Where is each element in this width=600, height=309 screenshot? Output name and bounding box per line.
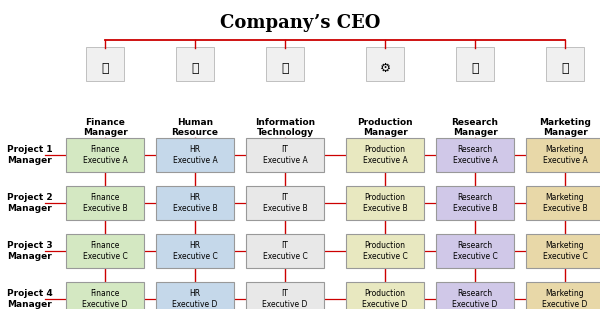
FancyBboxPatch shape bbox=[526, 138, 600, 172]
Text: Marketing
Executive A: Marketing Executive A bbox=[542, 145, 587, 165]
Text: Marketing
Executive C: Marketing Executive C bbox=[542, 241, 587, 261]
Text: Project 4
Manager: Project 4 Manager bbox=[7, 289, 53, 309]
FancyBboxPatch shape bbox=[156, 234, 234, 268]
FancyBboxPatch shape bbox=[546, 47, 584, 81]
FancyBboxPatch shape bbox=[346, 186, 424, 220]
FancyBboxPatch shape bbox=[156, 138, 234, 172]
FancyBboxPatch shape bbox=[346, 138, 424, 172]
Text: HR
Executive C: HR Executive C bbox=[173, 241, 217, 261]
Text: Company’s CEO: Company’s CEO bbox=[220, 14, 380, 32]
Text: IT
Executive A: IT Executive A bbox=[263, 145, 307, 165]
Text: 💰: 💰 bbox=[101, 61, 109, 74]
FancyBboxPatch shape bbox=[526, 186, 600, 220]
Text: Finance
Executive B: Finance Executive B bbox=[83, 193, 127, 213]
Text: IT
Executive C: IT Executive C bbox=[263, 241, 307, 261]
FancyBboxPatch shape bbox=[156, 186, 234, 220]
FancyBboxPatch shape bbox=[66, 282, 144, 309]
Text: HR
Executive D: HR Executive D bbox=[172, 289, 218, 309]
FancyBboxPatch shape bbox=[86, 47, 124, 81]
Text: Production
Executive B: Production Executive B bbox=[362, 193, 407, 213]
Text: Project 2
Manager: Project 2 Manager bbox=[7, 193, 53, 213]
Text: Production
Manager: Production Manager bbox=[357, 118, 413, 138]
FancyBboxPatch shape bbox=[526, 234, 600, 268]
FancyBboxPatch shape bbox=[66, 234, 144, 268]
Text: 📣: 📣 bbox=[561, 61, 569, 74]
Text: 🔬: 🔬 bbox=[471, 61, 479, 74]
Text: Marketing
Executive B: Marketing Executive B bbox=[542, 193, 587, 213]
Text: Project 1
Manager: Project 1 Manager bbox=[7, 145, 53, 165]
FancyBboxPatch shape bbox=[246, 234, 324, 268]
FancyBboxPatch shape bbox=[436, 234, 514, 268]
Text: 👥: 👥 bbox=[191, 61, 199, 74]
FancyBboxPatch shape bbox=[436, 282, 514, 309]
Text: HR
Executive A: HR Executive A bbox=[173, 145, 217, 165]
FancyBboxPatch shape bbox=[246, 282, 324, 309]
Text: Project 3
Manager: Project 3 Manager bbox=[7, 241, 53, 261]
FancyBboxPatch shape bbox=[436, 138, 514, 172]
Text: ⚙: ⚙ bbox=[379, 61, 391, 74]
FancyBboxPatch shape bbox=[456, 47, 494, 81]
Text: Finance
Executive D: Finance Executive D bbox=[82, 289, 128, 309]
Text: Production
Executive C: Production Executive C bbox=[362, 241, 407, 261]
Text: Research
Executive A: Research Executive A bbox=[452, 145, 497, 165]
FancyBboxPatch shape bbox=[66, 186, 144, 220]
Text: Finance
Executive A: Finance Executive A bbox=[83, 145, 127, 165]
Text: Research
Executive D: Research Executive D bbox=[452, 289, 497, 309]
FancyBboxPatch shape bbox=[246, 186, 324, 220]
Text: Research
Manager: Research Manager bbox=[452, 118, 499, 138]
Text: HR
Executive B: HR Executive B bbox=[173, 193, 217, 213]
Text: Marketing
Manager: Marketing Manager bbox=[539, 118, 591, 138]
Text: Information
Technology
Manager: Information Technology Manager bbox=[255, 118, 315, 148]
Text: Finance
Manager: Finance Manager bbox=[83, 118, 127, 138]
FancyBboxPatch shape bbox=[526, 282, 600, 309]
FancyBboxPatch shape bbox=[366, 47, 404, 81]
Text: IT
Executive B: IT Executive B bbox=[263, 193, 307, 213]
Text: Marketing
Executive D: Marketing Executive D bbox=[542, 289, 587, 309]
FancyBboxPatch shape bbox=[66, 138, 144, 172]
FancyBboxPatch shape bbox=[246, 138, 324, 172]
FancyBboxPatch shape bbox=[266, 47, 304, 81]
Text: Finance
Executive C: Finance Executive C bbox=[83, 241, 127, 261]
FancyBboxPatch shape bbox=[346, 282, 424, 309]
FancyBboxPatch shape bbox=[156, 282, 234, 309]
FancyBboxPatch shape bbox=[176, 47, 214, 81]
FancyBboxPatch shape bbox=[436, 186, 514, 220]
Text: Production
Executive D: Production Executive D bbox=[362, 289, 407, 309]
Text: IT
Executive D: IT Executive D bbox=[262, 289, 308, 309]
Text: Research
Executive B: Research Executive B bbox=[452, 193, 497, 213]
Text: Research
Executive C: Research Executive C bbox=[452, 241, 497, 261]
Text: Human
Resource
Manager: Human Resource Manager bbox=[172, 118, 218, 148]
FancyBboxPatch shape bbox=[346, 234, 424, 268]
Text: 🖥: 🖥 bbox=[281, 61, 289, 74]
Text: Production
Executive A: Production Executive A bbox=[362, 145, 407, 165]
